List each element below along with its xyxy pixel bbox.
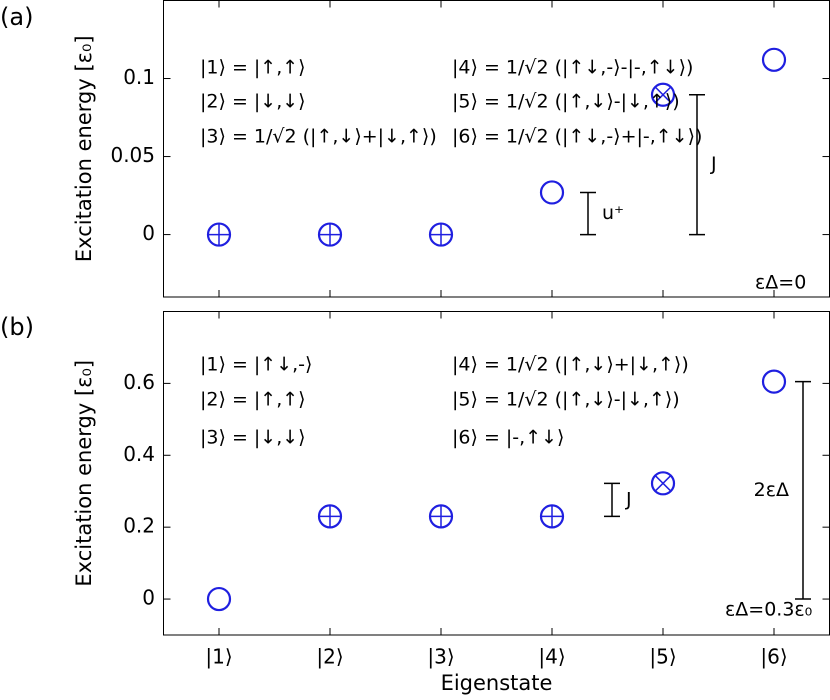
x-tick-label: |2⟩ xyxy=(316,645,343,669)
state-definition: |3⟩ = |↓,↓⟩ xyxy=(200,427,306,449)
marker-plus xyxy=(430,505,452,528)
y-axis-label: Excitation energy [ε₀] xyxy=(72,360,96,587)
bracket xyxy=(604,482,620,518)
x-axis-label: Eigenstate xyxy=(441,671,553,695)
state-definition: |6⟩ = 1/√2 (|↑↓,-⟩+|-,↑↓⟩) xyxy=(452,126,702,148)
state-definition: |1⟩ = |↑↓,-⟩ xyxy=(200,354,312,376)
x-tick-label: |6⟩ xyxy=(760,645,787,669)
marker-cross xyxy=(654,475,672,492)
y-tick-label: 0.4 xyxy=(123,442,155,466)
y-tick-label: 0.6 xyxy=(123,370,155,394)
state-definition: |5⟩ = 1/√2 (|↑,↓⟩-|↓,↑⟩) xyxy=(452,389,680,411)
marker xyxy=(539,180,565,205)
y-tick-label: 0 xyxy=(142,586,155,610)
state-definition: |1⟩ = |↑,↑⟩ xyxy=(200,57,306,79)
marker-plus xyxy=(430,223,452,246)
state-definition: |2⟩ = |↑,↑⟩ xyxy=(200,389,306,411)
bracket xyxy=(689,94,705,236)
bracket-label: J xyxy=(625,488,632,510)
y-tick-label: 0.1 xyxy=(123,65,155,89)
y-tick-label: 0.05 xyxy=(110,143,155,167)
panel-label: (a) xyxy=(0,3,33,31)
marker xyxy=(761,369,787,394)
y-axis-label: Excitation energy [ε₀] xyxy=(72,35,96,262)
condition-note: εΔ=0 xyxy=(755,272,806,294)
axes-box xyxy=(163,0,830,298)
state-definition: |4⟩ = 1/√2 (|↑,↓⟩+|↓,↑⟩) xyxy=(452,354,689,376)
marker-plus xyxy=(319,223,341,246)
state-definition: |4⟩ = 1/√2 (|↑↓,-⟩-|-,↑↓⟩) xyxy=(452,57,693,79)
x-tick-label: |5⟩ xyxy=(649,645,676,669)
marker-plus xyxy=(319,505,341,528)
x-tick-label: |3⟩ xyxy=(427,645,454,669)
x-tick-label: |1⟩ xyxy=(205,645,232,669)
marker xyxy=(206,586,232,612)
marker-plus xyxy=(208,223,230,246)
panel-label: (b) xyxy=(0,313,34,341)
state-definition: |3⟩ = 1/√2 (|↑,↓⟩+|↓,↑⟩) xyxy=(200,126,437,148)
condition-note: εΔ=0.3ε₀ xyxy=(725,599,812,621)
marker xyxy=(761,47,787,72)
y-tick-label: 0 xyxy=(142,221,155,245)
marker xyxy=(650,82,676,107)
state-definition: |2⟩ = |↓,↓⟩ xyxy=(200,91,306,113)
marker-cross xyxy=(654,86,672,104)
x-tick-label: |4⟩ xyxy=(538,645,565,669)
state-definition: |6⟩ = |-,↑↓⟩ xyxy=(452,427,564,449)
state-definition: |5⟩ = 1/√2 (|↑,↓⟩-|↓,↑⟩) xyxy=(452,91,680,113)
marker xyxy=(650,471,676,496)
marker-plus xyxy=(541,505,563,528)
y-tick-label: 0.2 xyxy=(123,514,155,538)
bracket-label: u⁺ xyxy=(602,202,624,224)
bracket-label: J xyxy=(710,153,717,175)
bracket xyxy=(795,380,811,600)
bracket xyxy=(580,191,596,236)
bracket-label: 2εΔ xyxy=(754,479,789,501)
